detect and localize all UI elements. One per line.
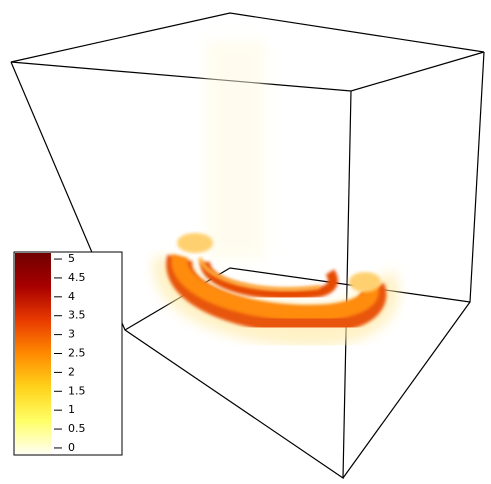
colorbar-fill [15,253,51,454]
box-right [342,51,485,479]
colorbar-tick-label: 0 [68,441,75,454]
faint-column [205,40,265,260]
colorbar-tick-label: 1.5 [68,384,86,397]
colorbar-tick-label: 0.5 [68,422,86,435]
colorbar: 0 0.5 1 1.5 2 2.5 3 3.5 4 4.5 5 [13,251,123,456]
ring-end [177,233,213,253]
ring-highlight [198,257,321,292]
colorbar-tick-label: 4 [68,290,75,303]
ring-mid [171,254,379,321]
colorbar-tick-label: 4.5 [68,271,86,284]
colorbar-tick-label: 2 [68,365,75,378]
colorbar-tick-label: 3 [68,328,75,341]
colorbar-tick-label: 3.5 [68,309,86,322]
ring-inner [200,261,338,300]
volume-blob [153,40,399,347]
colorbar-tick-label: 2.5 [68,347,86,360]
colorbar-tick-label: 5 [68,252,75,265]
ring-end [349,272,381,292]
colorbar-tick-label: 1 [68,403,75,416]
